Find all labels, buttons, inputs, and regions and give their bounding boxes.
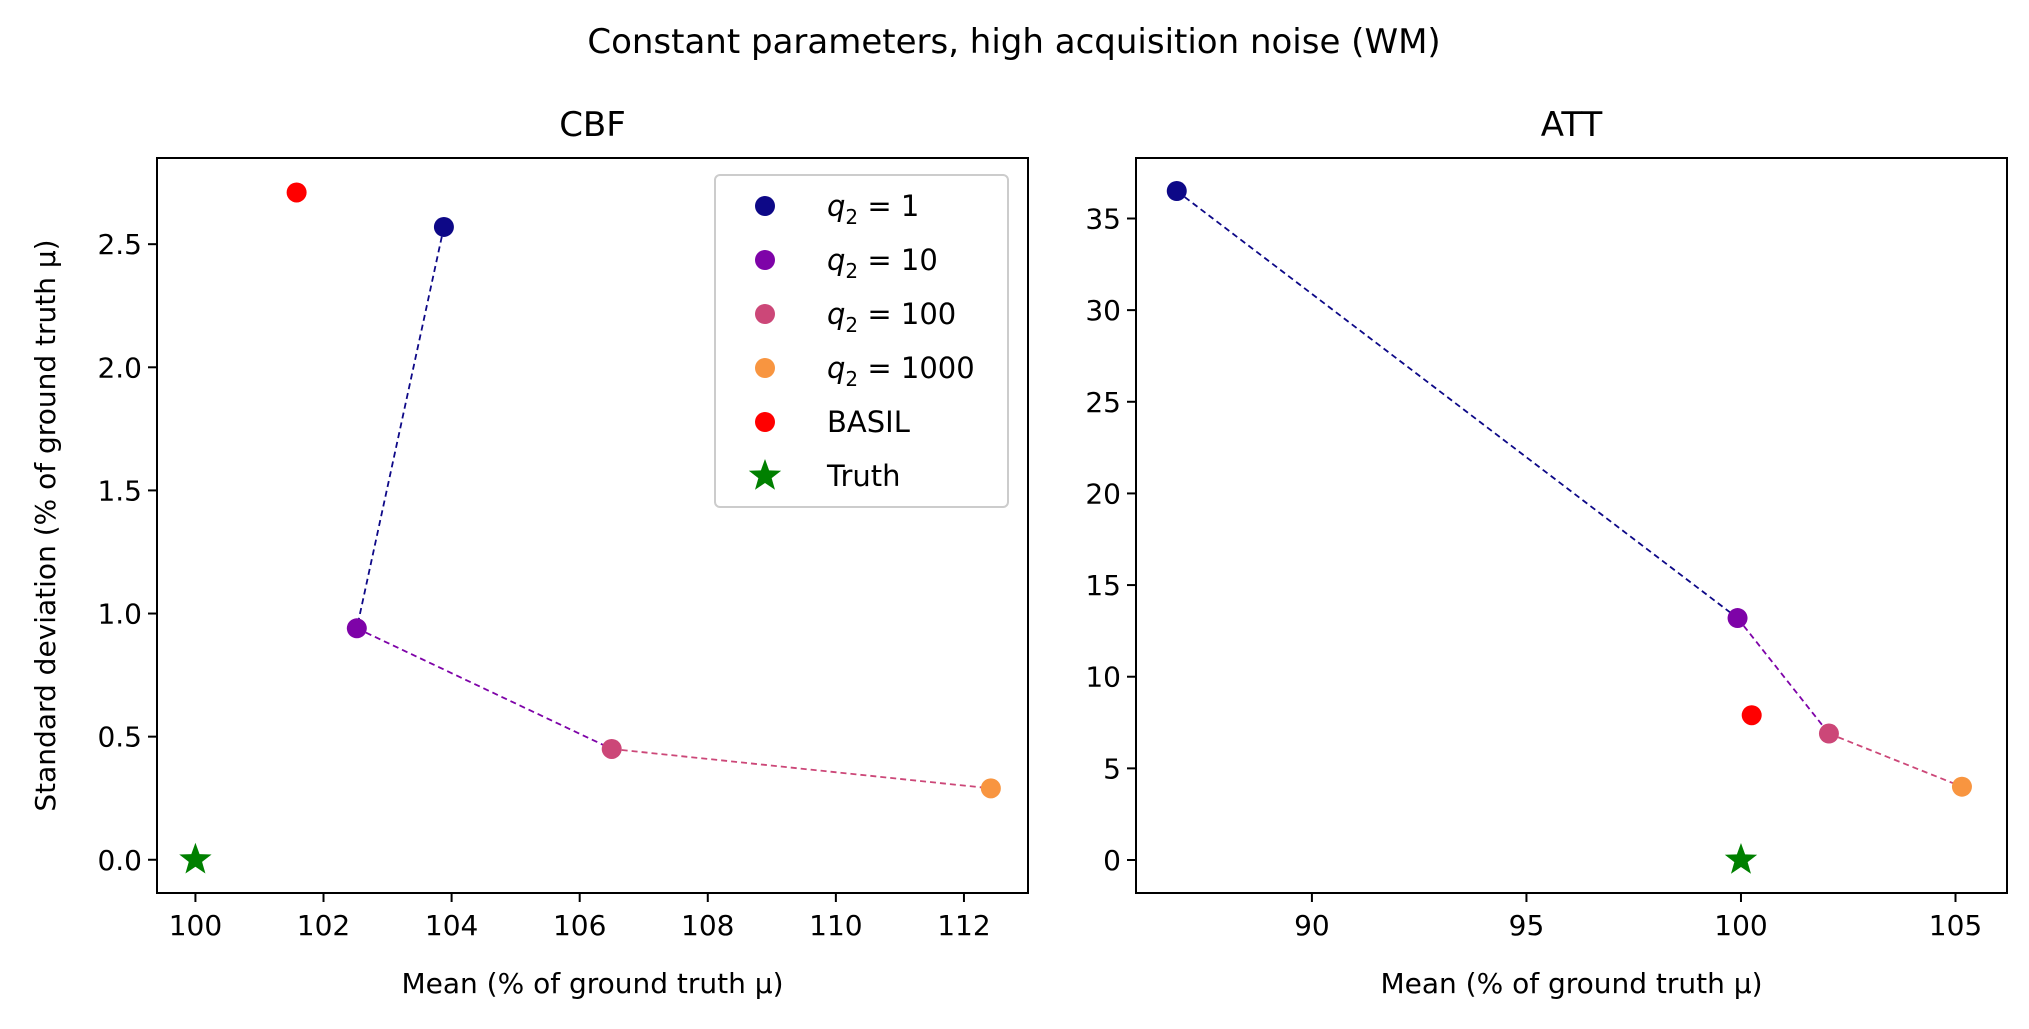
point-q-100 xyxy=(1818,723,1839,744)
y-tick-label: 0.5 xyxy=(97,721,142,754)
connector-line xyxy=(611,748,991,790)
legend-frame xyxy=(714,174,1009,508)
point-truth xyxy=(1724,843,1758,874)
connector-line xyxy=(1828,732,1963,788)
x-axis-label: Mean (% of ground truth μ) xyxy=(1380,967,1762,1000)
point-q-10 xyxy=(346,618,367,639)
y-tick-label: 10 xyxy=(1085,661,1121,694)
panel-title: ATT xyxy=(1541,105,1603,145)
legend-label-q100: q2 = 100 xyxy=(827,297,956,337)
x-tick-label: 104 xyxy=(425,909,478,942)
point-q-1000 xyxy=(980,778,1001,799)
legend-marker-q1000 xyxy=(755,358,775,378)
point-q-1 xyxy=(433,216,454,237)
legend-label-q1: q2 = 1 xyxy=(827,189,919,229)
legend-label-truth: Truth xyxy=(826,459,901,493)
y-tick-label: 15 xyxy=(1085,569,1121,602)
x-tick-label: 95 xyxy=(1509,909,1545,942)
x-tick-label: 90 xyxy=(1294,909,1330,942)
axes-frame xyxy=(1135,157,2008,894)
y-tick-label: 1.0 xyxy=(97,598,142,631)
panel-cbf: CBF 100 102 104 106 108 110 112 0.0 0.5 1.0 1.5 2.0 2… xyxy=(29,105,1029,1000)
y-tick-label: 5 xyxy=(1103,752,1121,785)
y-tick-label: 35 xyxy=(1085,202,1121,235)
x-tick-label: 100 xyxy=(169,909,222,942)
x-axis-label: Mean (% of ground truth μ) xyxy=(401,967,783,1000)
point-q-10 xyxy=(1727,608,1748,629)
y-tick-label: 20 xyxy=(1085,477,1121,510)
x-tick-label: 102 xyxy=(297,909,350,942)
y-tick-label: 0.0 xyxy=(97,844,142,877)
point-q-1000 xyxy=(1951,776,1972,797)
point-truth xyxy=(179,842,212,874)
x-tick-label: 112 xyxy=(937,909,990,942)
connector-line xyxy=(356,627,613,750)
legend-marker-q10 xyxy=(755,250,775,270)
y-tick-label: 30 xyxy=(1085,294,1121,327)
y-tick-label: 0 xyxy=(1103,844,1121,877)
x-tick-label: 105 xyxy=(1929,909,1982,942)
connector-line xyxy=(355,226,445,629)
legend-marker-q1 xyxy=(755,196,775,216)
x-tick-label: 106 xyxy=(553,909,606,942)
x-tick-label: 100 xyxy=(1714,909,1767,942)
point-q-100 xyxy=(601,738,622,759)
x-tick-label: 110 xyxy=(809,909,862,942)
legend-label-q10: q2 = 10 xyxy=(827,243,938,283)
figure-suptitle: Constant parameters, high acquisition no… xyxy=(587,22,1440,62)
y-tick-label: 2.0 xyxy=(97,351,142,384)
y-tick-label: 25 xyxy=(1085,386,1121,419)
x-tick-label: 108 xyxy=(681,909,734,942)
y-tick-label: 2.5 xyxy=(97,228,142,261)
axes-frame xyxy=(156,157,1029,894)
point-basil xyxy=(286,182,307,203)
point-q-1 xyxy=(1166,180,1187,201)
legend-marker-truth xyxy=(748,459,782,490)
legend-label-q1000: q2 = 1000 xyxy=(827,351,975,391)
panel-title: CBF xyxy=(559,105,626,145)
legend-label-basil: BASIL xyxy=(827,405,910,439)
legend-marker-basil xyxy=(755,412,775,432)
y-axis-label: Standard deviation (% of ground truth μ) xyxy=(29,239,62,811)
connector-line xyxy=(1736,617,1830,735)
legend: q2 = 1 q2 = 10 q2 = 100 q2 = 1000 BASIL Truth xyxy=(714,174,1009,508)
y-tick-label: 1.5 xyxy=(97,474,142,507)
point-basil xyxy=(1741,705,1762,726)
connector-line xyxy=(1176,190,1739,619)
legend-marker-q100 xyxy=(755,304,775,324)
panel-att: ATT 90 95 100 105 0 5 10 15 20 25 30 35 Mean (% of gr… xyxy=(1085,105,2008,1000)
